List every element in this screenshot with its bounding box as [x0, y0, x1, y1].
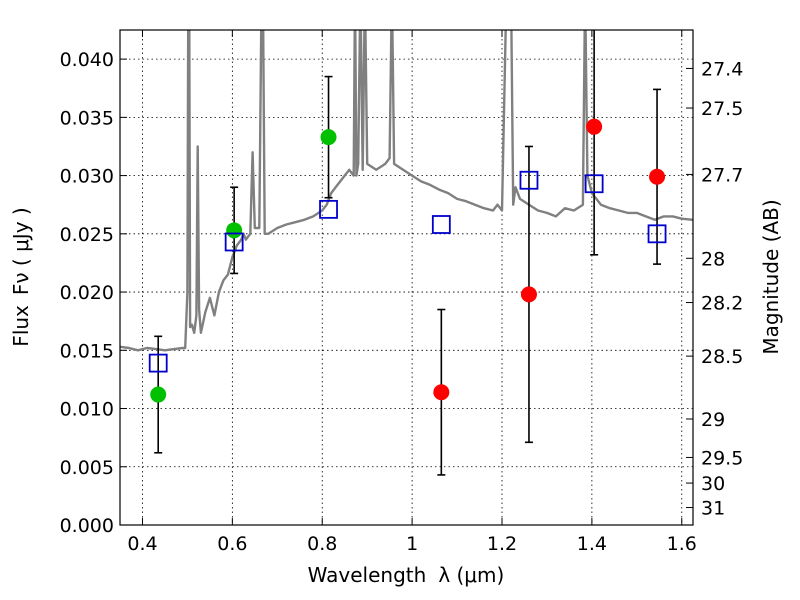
y2-tick-label: 27.7 [701, 164, 743, 186]
spectrum-line [120, 30, 693, 352]
spectrum-layer [120, 30, 693, 352]
x-tick-label: 1.6 [667, 533, 697, 555]
square-marker [431, 215, 451, 234]
x-tick-label: 0.6 [217, 533, 247, 555]
circle-marker [520, 286, 537, 303]
y-tick-label: 0.020 [60, 282, 114, 304]
y2-tick-label: 29.5 [701, 447, 743, 469]
square-marker [319, 199, 338, 219]
circle-marker [226, 222, 243, 239]
square-marker [224, 232, 244, 252]
axis-ticks: 0.4 0.6 0.8 1 1.2 1.4 1.6 0.000 0.005 0.010 0.015 0… [60, 30, 743, 555]
grid-lines [120, 30, 693, 525]
y-tick-label: 0.005 [60, 457, 114, 479]
x-tick-label: 1 [406, 533, 418, 555]
y-tick-label: 0.030 [60, 166, 114, 188]
y-axis-label: Flux Fν ( μJy ) [9, 207, 33, 346]
y2-tick-label: 27.5 [701, 98, 743, 120]
square-marker [584, 174, 604, 194]
y2-tick-label: 28.5 [701, 346, 743, 368]
square-marker [647, 224, 667, 244]
circle-marker [150, 386, 167, 403]
square-marker [519, 170, 539, 190]
y2-tick-label: 28.2 [701, 293, 743, 315]
y-tick-label: 0.040 [60, 49, 114, 71]
y2-tick-label: 28 [701, 248, 725, 270]
y-tick-label: 0.035 [60, 107, 114, 129]
data-points-layer [148, 30, 667, 476]
circle-marker [649, 168, 666, 185]
x-tick-label: 1.2 [487, 533, 517, 555]
y-axis-label-text: Flux [9, 305, 33, 347]
y2-tick-label: 30 [701, 473, 725, 495]
y-tick-label: 0.010 [60, 399, 114, 421]
x-tick-label: 0.8 [307, 533, 337, 555]
y2-axis-label: Magnitude (AB) [759, 199, 783, 354]
y2-tick-label: 31 [701, 498, 725, 520]
x-axis-label: Wavelength λ (μm) [308, 563, 505, 587]
x-axis-label-math: λ (μm) [438, 563, 504, 587]
y-tick-label: 0.000 [60, 515, 114, 537]
y-axis-label-math: Fν ( μJy ) [9, 207, 33, 295]
y2-tick-label: 29 [701, 409, 725, 431]
circle-marker [586, 118, 603, 135]
circle-marker [433, 384, 450, 401]
x-tick-label: 0.4 [127, 533, 157, 555]
x-axis-label-text: Wavelength [308, 563, 427, 587]
y-tick-label: 0.025 [60, 224, 114, 246]
square-marker [148, 353, 168, 373]
y-tick-label: 0.015 [60, 340, 114, 362]
circle-marker [320, 129, 337, 146]
y2-tick-label: 27.4 [701, 58, 743, 80]
plot-frame [119, 29, 694, 526]
x-tick-label: 1.4 [577, 533, 607, 555]
